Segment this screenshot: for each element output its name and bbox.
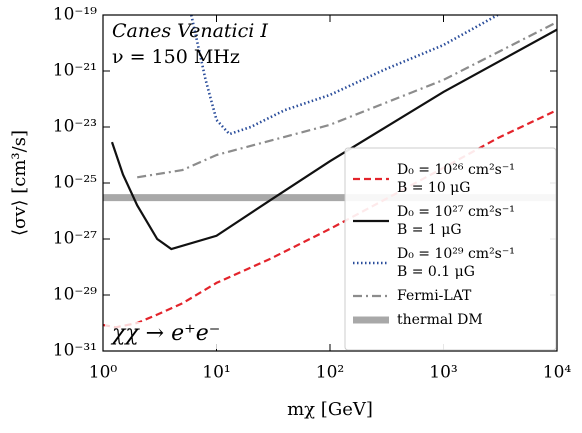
y-tick-label: 10⁻³¹ [53, 341, 97, 361]
legend-box [344, 147, 557, 351]
x-tick-label: 10² [316, 363, 344, 383]
x-tick-label: 10³ [429, 363, 457, 383]
legend-label: D₀ = 10²⁷ cm²s⁻¹ B = 1 μG [397, 204, 515, 238]
y-tick-label: 10⁻²¹ [53, 61, 97, 81]
legend-label: thermal DM [397, 312, 483, 328]
annotation: χχ → e⁺e⁻ [110, 321, 220, 346]
y-tick-label: 10⁻²³ [53, 117, 97, 137]
legend-label: Fermi-LAT [397, 288, 472, 304]
y-axis-label: ⟨σv⟩ [cm³/s] [9, 130, 30, 236]
x-tick-label: 10¹ [202, 363, 230, 383]
series-line [110, 28, 557, 251]
annotation-bg [105, 322, 277, 349]
x-tick-label: 10⁰ [89, 363, 118, 383]
x-tick-label: 10⁴ [543, 363, 572, 383]
y-tick-label: 10⁻²⁹ [53, 285, 97, 305]
x-axis-label: mχ [GeV] [287, 399, 373, 420]
y-tick-label: 10⁻¹⁹ [53, 5, 97, 25]
y-tick-label: 10⁻²⁷ [53, 229, 97, 249]
y-tick-label: 10⁻²⁵ [53, 173, 97, 193]
series-line [190, 15, 499, 136]
annotation: Canes Venatici I [112, 20, 268, 42]
legend-label: D₀ = 10²⁶ cm²s⁻¹ B = 10 μG [397, 162, 515, 196]
series-line [137, 21, 557, 179]
legend-label: D₀ = 10²⁹ cm²s⁻¹ B = 0.1 μG [397, 246, 515, 280]
annotation: ν = 150 MHz [112, 46, 240, 68]
